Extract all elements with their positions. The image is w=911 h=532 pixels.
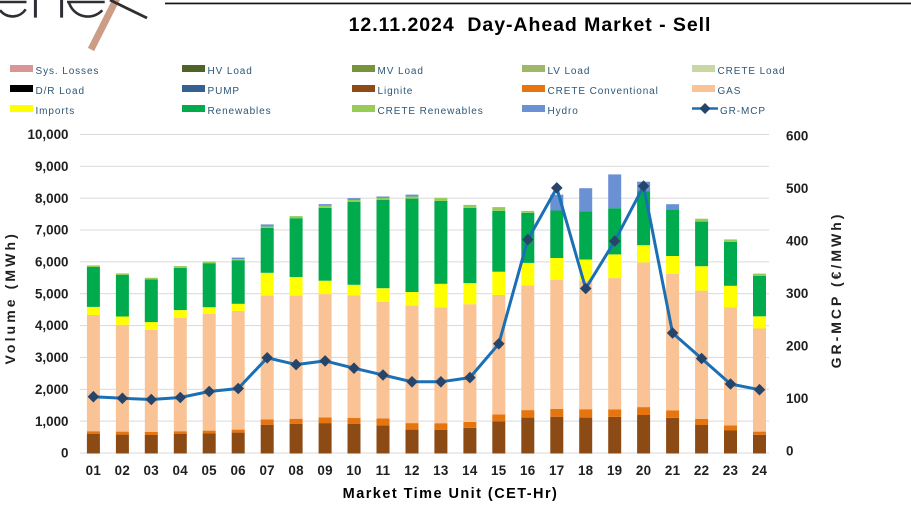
svg-text:Volume (MWh): Volume (MWh) bbox=[2, 231, 18, 364]
svg-text:PUMP: PUMP bbox=[208, 86, 241, 97]
svg-text:Renewables: Renewables bbox=[208, 106, 272, 117]
svg-text:Sys. Losses: Sys. Losses bbox=[36, 66, 100, 77]
svg-text:1,000: 1,000 bbox=[35, 414, 69, 429]
svg-text:400: 400 bbox=[786, 234, 808, 249]
svg-text:200: 200 bbox=[786, 339, 808, 354]
svg-text:CRETE Conventional: CRETE Conventional bbox=[548, 86, 659, 97]
svg-text:15: 15 bbox=[491, 463, 507, 478]
svg-text:7,000: 7,000 bbox=[35, 223, 69, 238]
svg-text:08: 08 bbox=[288, 463, 304, 478]
svg-text:02: 02 bbox=[115, 463, 131, 478]
svg-text:6,000: 6,000 bbox=[35, 255, 69, 270]
svg-text:21: 21 bbox=[665, 463, 681, 478]
svg-text:0: 0 bbox=[786, 444, 793, 459]
svg-text:300: 300 bbox=[786, 286, 808, 301]
svg-text:22: 22 bbox=[694, 463, 710, 478]
svg-text:Market Time Unit (CET-Hr): Market Time Unit (CET-Hr) bbox=[343, 486, 559, 502]
svg-text:10,000: 10,000 bbox=[28, 127, 69, 142]
svg-text:07: 07 bbox=[259, 463, 275, 478]
svg-text:11: 11 bbox=[376, 463, 391, 478]
svg-text:05: 05 bbox=[201, 463, 217, 478]
svg-text:09: 09 bbox=[317, 463, 333, 478]
svg-text:14: 14 bbox=[462, 463, 478, 478]
svg-text:16: 16 bbox=[520, 463, 536, 478]
svg-text:12.11.2024 Day-Ahead Market -: 12.11.2024 Day-Ahead Market - Sell bbox=[349, 14, 712, 36]
svg-text:24: 24 bbox=[752, 463, 768, 478]
svg-text:Imports: Imports bbox=[36, 106, 76, 117]
svg-text:HV Load: HV Load bbox=[208, 66, 253, 77]
svg-text:06: 06 bbox=[230, 463, 246, 478]
svg-text:Hydro: Hydro bbox=[548, 106, 579, 117]
svg-text:8,000: 8,000 bbox=[35, 191, 69, 206]
svg-text:MV Load: MV Load bbox=[378, 66, 424, 77]
svg-text:CRETE Renewables: CRETE Renewables bbox=[378, 106, 484, 117]
svg-text:23: 23 bbox=[723, 463, 739, 478]
svg-text:01: 01 bbox=[86, 463, 102, 478]
svg-text:3,000: 3,000 bbox=[35, 350, 69, 365]
svg-text:D/R Load: D/R Load bbox=[36, 86, 85, 97]
svg-text:9,000: 9,000 bbox=[35, 159, 69, 174]
svg-text:13: 13 bbox=[433, 463, 449, 478]
svg-text:100: 100 bbox=[786, 391, 808, 406]
svg-text:0: 0 bbox=[61, 446, 68, 461]
svg-text:20: 20 bbox=[636, 463, 652, 478]
svg-text:5,000: 5,000 bbox=[35, 286, 69, 301]
svg-text:LV Load: LV Load bbox=[548, 66, 591, 77]
svg-text:03: 03 bbox=[144, 463, 160, 478]
svg-text:600: 600 bbox=[786, 128, 808, 143]
svg-text:12: 12 bbox=[404, 463, 420, 478]
svg-text:500: 500 bbox=[786, 181, 808, 196]
svg-text:10: 10 bbox=[346, 463, 362, 478]
svg-text:17: 17 bbox=[549, 463, 565, 478]
svg-text:4,000: 4,000 bbox=[35, 318, 69, 333]
svg-text:GAS: GAS bbox=[718, 86, 742, 97]
svg-text:04: 04 bbox=[173, 463, 189, 478]
svg-text:2,000: 2,000 bbox=[35, 382, 69, 397]
svg-text:CRETE Load: CRETE Load bbox=[718, 66, 786, 77]
svg-text:18: 18 bbox=[578, 463, 594, 478]
svg-text:GR-MCP: GR-MCP bbox=[720, 106, 766, 117]
svg-text:GR-MCP (€/MWh): GR-MCP (€/MWh) bbox=[828, 212, 844, 369]
svg-text:19: 19 bbox=[607, 463, 623, 478]
svg-text:Lignite: Lignite bbox=[378, 86, 414, 97]
